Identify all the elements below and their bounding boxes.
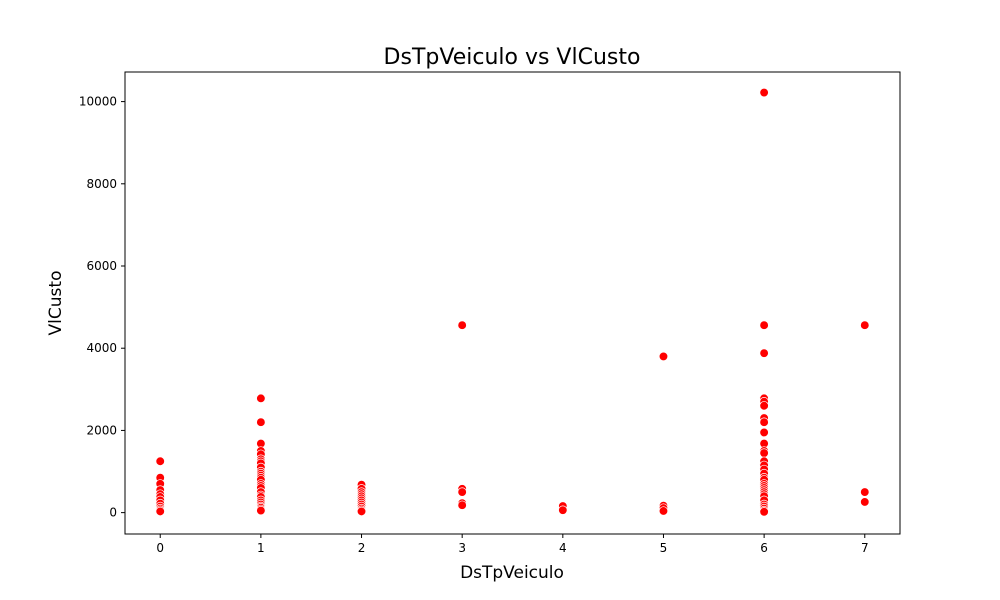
x-axis-label: DsTpVeiculo xyxy=(460,563,564,583)
y-tick-label: 8000 xyxy=(86,177,117,191)
data-point xyxy=(759,320,769,330)
data-point xyxy=(155,506,165,517)
data-point xyxy=(256,393,266,404)
data-points xyxy=(155,87,870,517)
data-point xyxy=(759,427,769,438)
data-point xyxy=(155,456,165,466)
data-point xyxy=(658,506,669,516)
data-point xyxy=(759,448,769,458)
y-tick-label: 6000 xyxy=(86,259,117,273)
y-axis-label: VlCusto xyxy=(46,271,66,336)
data-point xyxy=(759,507,769,517)
data-point xyxy=(860,497,870,507)
data-point xyxy=(759,348,769,358)
y-axis: 0 2000 4000 6000 8000 10000 xyxy=(79,95,125,520)
data-point xyxy=(256,417,266,427)
x-tick-label: 7 xyxy=(861,541,869,555)
data-point xyxy=(457,500,467,510)
data-point xyxy=(558,505,568,515)
x-tick-label: 0 xyxy=(156,541,164,555)
y-tick-label: 0 xyxy=(109,506,117,520)
x-axis: 0 1 2 3 4 5 6 7 xyxy=(156,534,869,555)
data-point xyxy=(860,487,870,497)
y-tick-label: 4000 xyxy=(86,341,117,355)
y-tick-label: 10000 xyxy=(79,95,117,109)
data-point xyxy=(457,320,467,330)
x-tick-label: 5 xyxy=(660,541,668,555)
y-tick-label: 2000 xyxy=(86,423,117,437)
data-point xyxy=(759,87,769,98)
x-tick-label: 1 xyxy=(257,541,265,555)
data-point xyxy=(860,320,870,330)
data-point xyxy=(356,506,367,517)
x-tick-label: 2 xyxy=(358,541,366,555)
x-tick-label: 4 xyxy=(559,541,567,555)
data-point xyxy=(256,505,266,516)
x-tick-label: 3 xyxy=(458,541,466,555)
chart-title: DsTpVeiculo vs VlCusto xyxy=(384,45,641,70)
data-point xyxy=(759,401,769,411)
plot-frame xyxy=(124,71,901,535)
data-point xyxy=(759,417,769,427)
data-point xyxy=(658,351,669,362)
x-tick-label: 6 xyxy=(760,541,768,555)
data-point xyxy=(457,487,467,497)
